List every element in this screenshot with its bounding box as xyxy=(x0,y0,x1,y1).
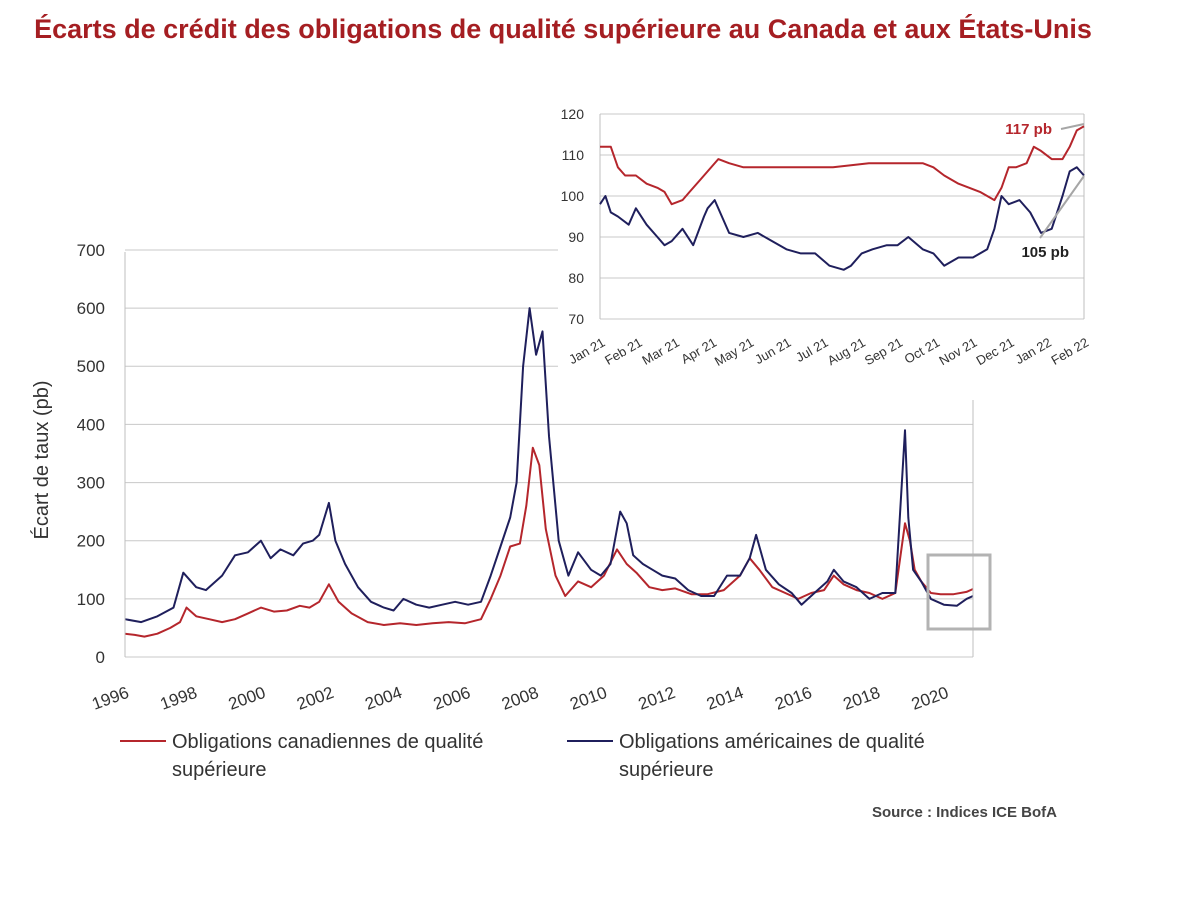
main-x-tick-label: 2008 xyxy=(499,683,541,714)
annotation-leader-blue xyxy=(1039,175,1085,239)
main-x-tick-label: 1998 xyxy=(158,683,200,714)
main-x-tick-label: 2014 xyxy=(704,683,746,714)
main-x-tick-label: 1996 xyxy=(89,683,131,714)
main-y-tick-label: 600 xyxy=(77,299,105,318)
inset-y-tick-label: 110 xyxy=(562,147,585,163)
inset-series-canada-line xyxy=(600,125,1085,206)
main-x-tick-label: 2000 xyxy=(226,683,268,714)
main-x-tick-label: 2010 xyxy=(567,683,609,714)
main-x-tick-label: 2004 xyxy=(363,683,405,714)
main-y-tick-label: 0 xyxy=(96,648,105,667)
main-x-tick-label: 2020 xyxy=(909,683,951,714)
inset-series-us-line xyxy=(599,166,1085,271)
inset-series-lines xyxy=(599,125,1085,271)
main-series-canada-line xyxy=(124,446,974,638)
inset-y-tick-label: 90 xyxy=(568,229,584,245)
inset-y-tick-label: 70 xyxy=(568,311,584,327)
inset-background xyxy=(558,100,1098,400)
inset-gridlines xyxy=(600,113,1084,320)
chart-title: Écarts de crédit des obligations de qual… xyxy=(34,14,1092,44)
annotation-105-pb: 105 pb xyxy=(1021,244,1069,261)
main-x-tick-label: 2016 xyxy=(772,683,814,714)
annotation-leader-red xyxy=(1060,123,1085,130)
main-y-tick-label: 300 xyxy=(77,474,105,493)
main-x-tick-labels: 1996 1998 2000 2002 2004 2006 2008 2010 2012 2014… xyxy=(89,683,951,714)
main-y-axis-label: Écart de taux (pb) xyxy=(30,381,53,540)
inset-y-tick-label: 120 xyxy=(561,106,585,122)
inset-y-tick-label: 80 xyxy=(568,270,584,286)
legend-label-us: Obligations américaines de qualité supér… xyxy=(619,731,925,781)
main-x-tick-label: 2018 xyxy=(841,683,883,714)
main-x-tick-label: 2012 xyxy=(636,683,678,714)
main-series-lines xyxy=(124,307,974,638)
legend-swatch-canada xyxy=(120,740,166,742)
main-y-tick-label: 400 xyxy=(77,415,105,434)
inset-y-tick-label: 100 xyxy=(561,188,585,204)
zoom-highlight-box xyxy=(926,553,992,631)
source-note: Source : Indices ICE BofA xyxy=(871,804,1057,821)
main-y-tick-labels: 0 100 200 300 400 500 600 700 xyxy=(77,241,105,667)
annotation-117-pb: 117 pb xyxy=(1005,121,1052,138)
main-y-tick-label: 100 xyxy=(77,590,105,609)
main-y-tick-label: 700 xyxy=(77,241,105,260)
main-y-tick-label: 500 xyxy=(77,357,105,376)
legend-swatch-us xyxy=(567,740,613,742)
main-y-tick-label: 200 xyxy=(77,532,105,551)
main-series-us-line xyxy=(124,307,974,624)
main-x-tick-label: 2002 xyxy=(294,683,336,714)
inset-y-tick-labels: 70 80 90 100 110 120 xyxy=(561,106,585,327)
main-x-tick-label: 2006 xyxy=(431,683,473,714)
legend-label-canada: Obligations canadiennes de qualité supér… xyxy=(172,731,484,781)
